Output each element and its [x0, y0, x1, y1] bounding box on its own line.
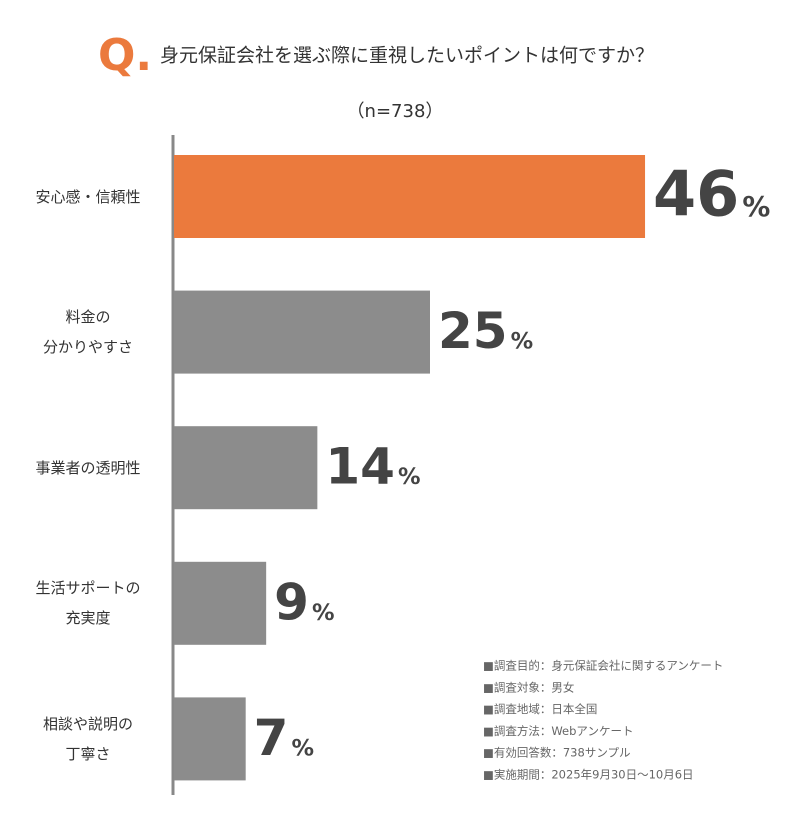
- value-label: 9%: [274, 573, 334, 631]
- category-label: 安心感・信頼性: [35, 187, 141, 206]
- category-label: 相談や説明の 丁寧さ: [42, 714, 133, 763]
- bar: [174, 155, 646, 238]
- bar: [174, 290, 430, 374]
- category-label: 料金の 分かりやすさ: [42, 308, 133, 357]
- category-label: 生活サポートの 充実度: [35, 579, 141, 628]
- bar: [174, 561, 267, 645]
- value-label: 25%: [438, 302, 533, 360]
- bar: [174, 697, 246, 781]
- chart-title: 身元保証会社を選ぶ際に重視したいポイントは何ですか？: [160, 45, 654, 67]
- note: ■調査方法：Webアンケート: [483, 724, 633, 738]
- note: ■実施期間：2025年9月30日〜10月6日: [483, 768, 694, 782]
- bar: [174, 426, 318, 510]
- chart-subtitle: （n=738）: [347, 101, 444, 122]
- note: ■調査対象：男女: [483, 680, 574, 694]
- value-label: 46%: [653, 158, 770, 231]
- note: ■調査地域：日本全国: [483, 702, 597, 716]
- category-label: 事業者の透明性: [35, 458, 141, 477]
- note: ■調査目的：身元保証会社に関するアンケート: [483, 659, 723, 673]
- value-label: 14%: [325, 437, 420, 495]
- note: ■有効回答数：738サンプル: [483, 746, 630, 760]
- question-label: Q.: [98, 30, 152, 81]
- value-label: 7%: [254, 708, 314, 766]
